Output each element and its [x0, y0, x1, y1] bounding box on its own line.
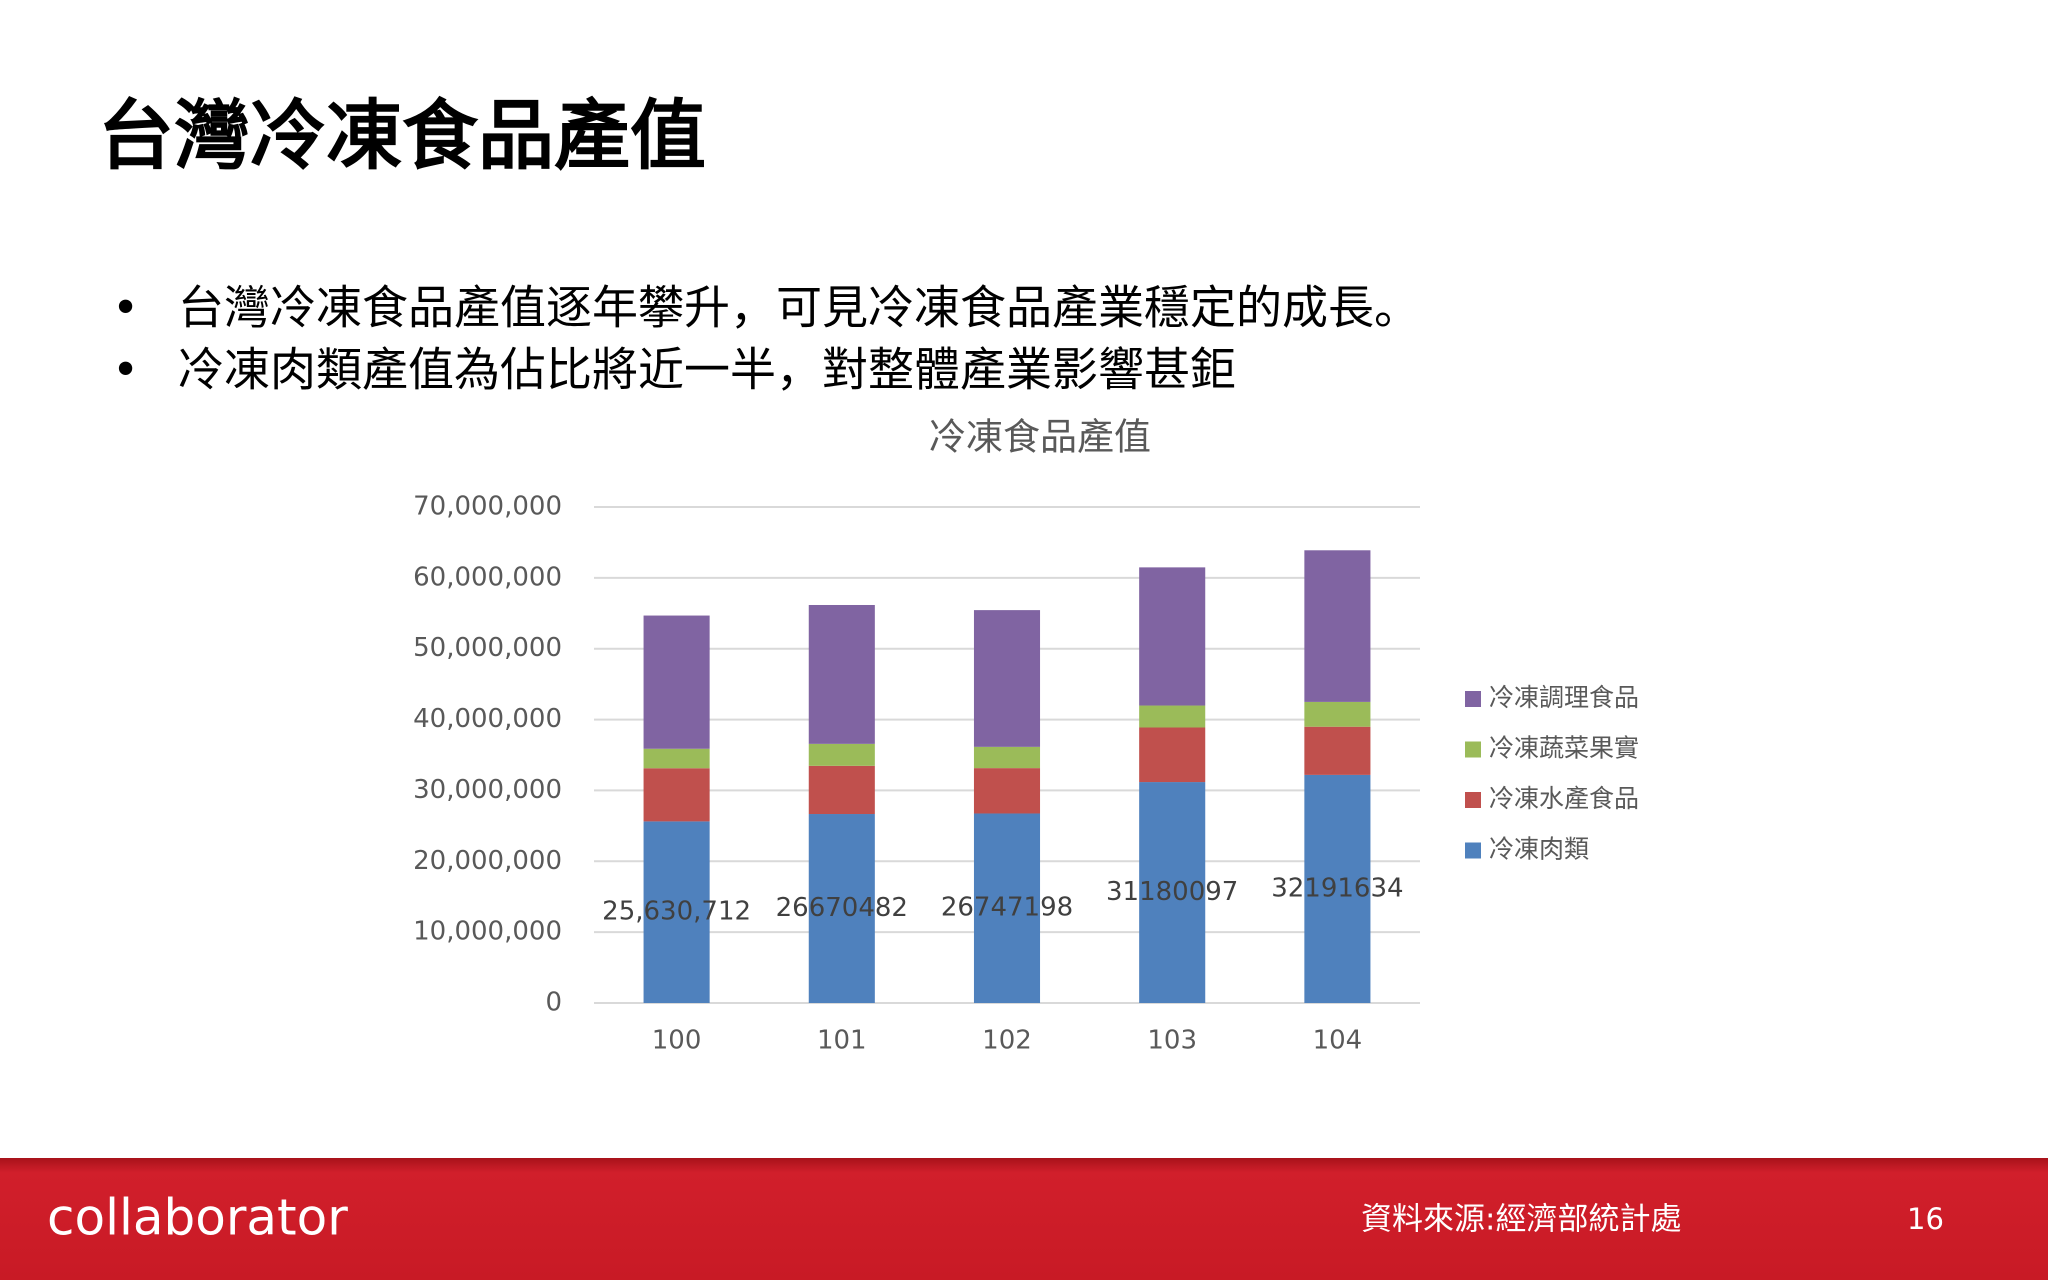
bar-segment	[643, 615, 710, 749]
bar-segment	[1139, 782, 1206, 1003]
chart: 0 10,000,000 20,000,000 30,000,000 40,000,00…	[413, 492, 1639, 1056]
slide-title: 台灣冷凍食品產值	[98, 91, 706, 180]
x-tick-label: 103	[1147, 1026, 1197, 1056]
legend-swatch	[1465, 792, 1481, 808]
bar-segment	[1304, 774, 1371, 1003]
bar-segment	[1139, 727, 1206, 783]
bar-segment	[1139, 705, 1206, 728]
legend-swatch	[1465, 741, 1481, 758]
bar-segment	[973, 746, 1041, 769]
x-tick-label: 102	[982, 1026, 1032, 1056]
data-label: 26747198	[941, 893, 1073, 923]
legend-label: 冷凍肉類	[1489, 835, 1589, 864]
bar-segment	[808, 765, 875, 815]
bullet-dot: •	[112, 343, 139, 397]
bar-segment	[643, 748, 710, 769]
bar-segment	[808, 743, 875, 766]
x-tick-label: 100	[652, 1026, 702, 1056]
bar-segment	[808, 814, 875, 1003]
page-number: 16	[1907, 1202, 1944, 1236]
bar-segment	[973, 610, 1041, 747]
chart-title: 冷凍食品產值	[929, 416, 1151, 459]
y-tick-label: 40,000,000	[413, 704, 562, 734]
bar-segment	[643, 768, 710, 822]
data-label: 31180097	[1106, 877, 1238, 907]
y-tick-label: 60,000,000	[413, 562, 562, 592]
footer-band	[0, 1158, 2048, 1280]
bar-segment	[1139, 567, 1206, 706]
bar-segment	[1304, 701, 1371, 727]
bar-segment	[973, 813, 1041, 1003]
bar-segment	[643, 821, 710, 1003]
legend-swatch	[1465, 691, 1481, 707]
data-label: 26670482	[776, 893, 908, 923]
legend-label: 冷凍蔬菜果實	[1489, 734, 1639, 763]
legend-label: 冷凍調理食品	[1489, 683, 1639, 712]
bullet: 冷凍肉類產值為佔比將近一半，對整體產業影響甚鉅	[178, 343, 1236, 397]
bar-segment	[1304, 550, 1371, 702]
x-tick-label: 104	[1313, 1026, 1363, 1056]
data-label: 32191634	[1271, 873, 1403, 903]
y-tick-label: 10,000,000	[413, 917, 562, 947]
y-tick-label: 0	[545, 988, 562, 1018]
bullet: 台灣冷凍食品產值逐年攀升，可見冷凍食品產業穩定的成長。	[178, 281, 1420, 335]
x-tick-label: 101	[817, 1026, 867, 1056]
legend-label: 冷凍水產食品	[1489, 784, 1639, 813]
bar-segment	[973, 768, 1041, 814]
y-tick-label: 50,000,000	[413, 633, 562, 663]
legend-swatch	[1465, 842, 1481, 859]
source-note: 資料來源:經濟部統計處	[1361, 1202, 1681, 1238]
y-tick-label: 30,000,000	[413, 775, 562, 805]
y-tick-label: 70,000,000	[413, 492, 562, 522]
y-tick-label: 20,000,000	[413, 846, 562, 876]
bullet-dot: •	[112, 281, 139, 335]
logo: collaborator	[47, 1189, 348, 1247]
bar-segment	[808, 604, 875, 744]
data-label: 25,630,712	[602, 897, 751, 927]
bar-segment	[1304, 726, 1371, 775]
